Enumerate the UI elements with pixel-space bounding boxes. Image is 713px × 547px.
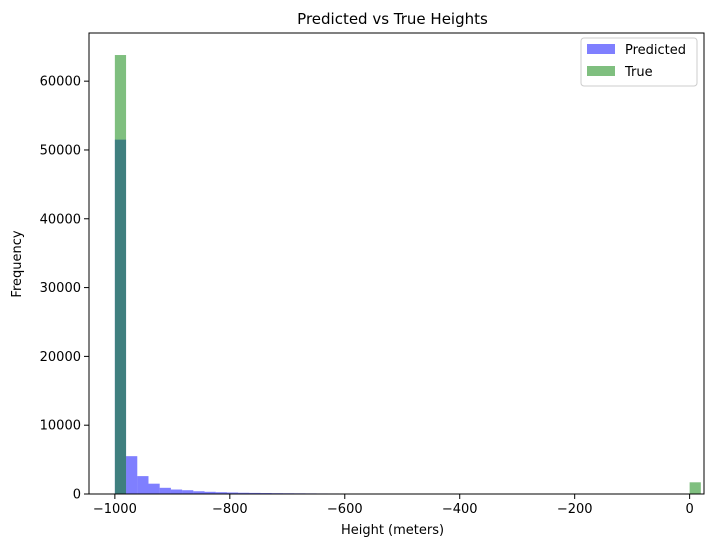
chart-title: Predicted vs True Heights xyxy=(297,10,488,28)
legend-swatch-true xyxy=(587,66,615,76)
histogram-bar-predicted-2 xyxy=(137,476,149,494)
plot-frame xyxy=(88,32,705,495)
histogram-bar-predicted-1 xyxy=(126,456,138,494)
y-tick-label: 10000 xyxy=(40,419,81,434)
x-axis-label: Height (meters) xyxy=(341,523,444,538)
x-tick-label: −200 xyxy=(557,502,593,517)
y-axis-label: Frequency xyxy=(10,230,25,297)
x-tick-label: −400 xyxy=(442,502,478,517)
x-axis-ticks: −1000 −800 −600 −400 −200 0 xyxy=(93,494,694,517)
y-tick-label: 40000 xyxy=(40,212,81,227)
histogram-bar-predicted-3 xyxy=(148,483,160,494)
y-axis-ticks: 0 10000 20000 30000 40000 50000 60000 xyxy=(40,75,89,503)
histogram-bar-predicted-4 xyxy=(159,487,171,494)
true-bars xyxy=(114,55,701,495)
histogram-bar-predicted-7 xyxy=(193,491,205,494)
y-tick-label: 30000 xyxy=(40,281,81,296)
x-tick-label: −800 xyxy=(212,502,248,517)
y-tick-label: 0 xyxy=(73,488,81,503)
legend: Predicted True xyxy=(580,37,698,87)
histogram-bar-predicted-10 xyxy=(226,492,239,494)
predicted-bars xyxy=(114,139,440,495)
histogram-bar-predicted-12 xyxy=(249,492,261,494)
y-tick-label: 50000 xyxy=(40,143,81,158)
y-tick-label: 60000 xyxy=(40,75,81,90)
histogram-bar-predicted-8 xyxy=(204,491,216,494)
histogram-bar-predicted-9 xyxy=(215,492,227,494)
legend-swatch-predicted xyxy=(587,44,615,54)
x-tick-label: 0 xyxy=(685,502,693,517)
histogram-bar-true-2 xyxy=(689,482,701,494)
y-tick-label: 20000 xyxy=(40,350,81,365)
legend-label-true: True xyxy=(624,65,653,80)
histogram-bar-predicted-11 xyxy=(238,492,250,494)
histogram-bar-predicted-5 xyxy=(170,489,183,494)
x-tick-label: −1000 xyxy=(93,502,137,517)
histogram-bar-predicted-6 xyxy=(182,490,194,494)
legend-label-predicted: Predicted xyxy=(625,43,686,58)
histogram-bar-true-0 xyxy=(114,55,127,495)
x-tick-label: −600 xyxy=(327,502,363,517)
